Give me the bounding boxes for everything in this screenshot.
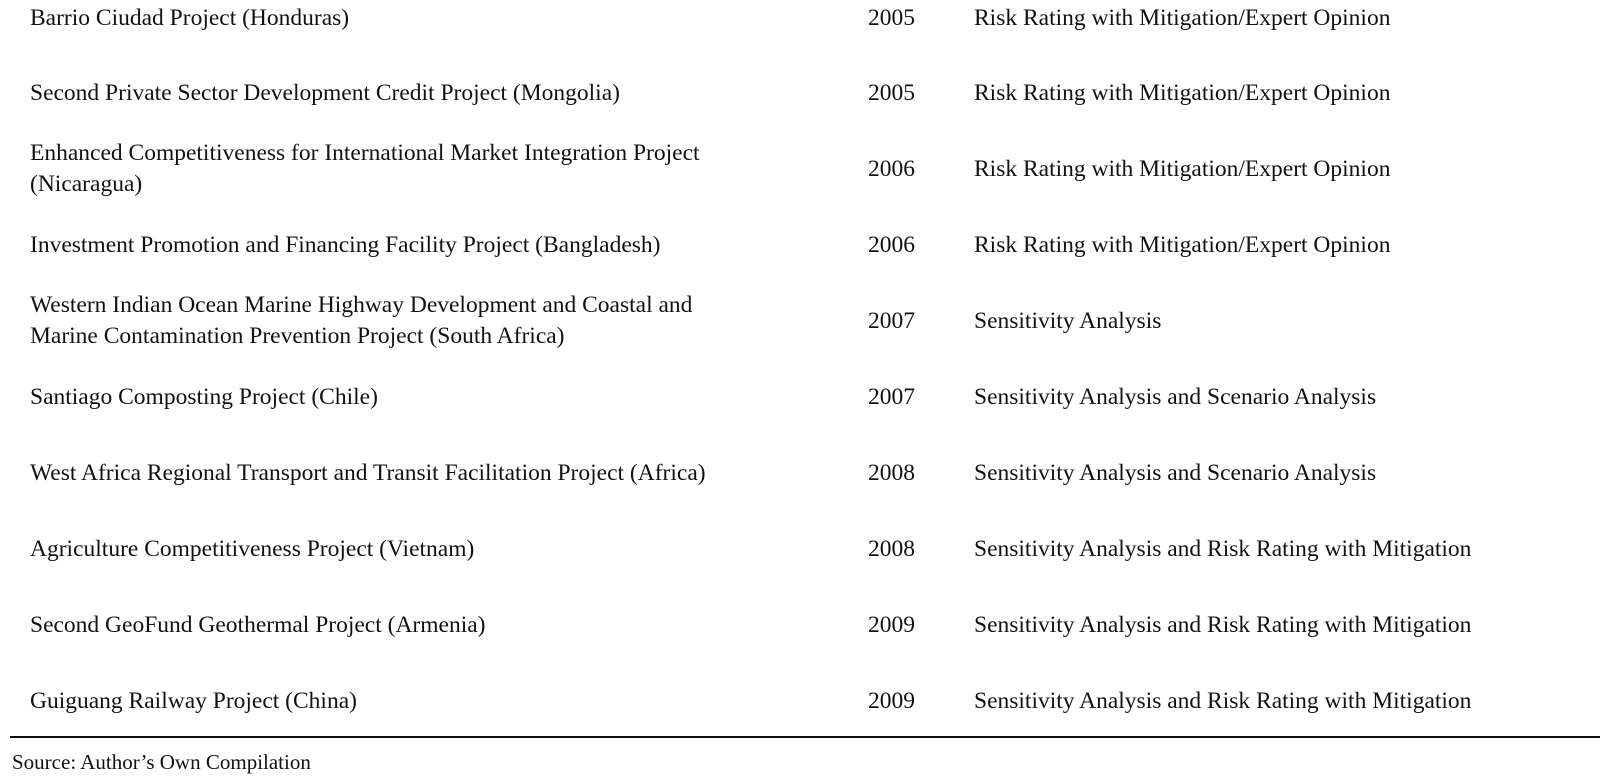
project-name-cell: Santiago Composting Project (Chile) xyxy=(30,383,378,410)
table-row: Enhanced Competitiveness for Internation… xyxy=(0,131,1602,207)
year-cell: 2005 xyxy=(868,4,915,31)
table-row: Investment Promotion and Financing Facil… xyxy=(0,207,1602,283)
year-cell: 2009 xyxy=(868,611,915,638)
method-cell: Sensitivity Analysis and Scenario Analys… xyxy=(974,459,1377,486)
project-name-cell: Enhanced Competitiveness for Internation… xyxy=(30,140,700,197)
year-cell: 2008 xyxy=(868,535,915,562)
table-bottom-rule xyxy=(10,736,1600,738)
project-name-cell: Investment Promotion and Financing Facil… xyxy=(30,231,661,258)
table-row: Western Indian Ocean Marine Highway Deve… xyxy=(0,283,1602,359)
year-cell: 2008 xyxy=(868,459,915,486)
table-row: Second GeoFund Geothermal Project (Armen… xyxy=(0,587,1602,663)
year-cell: 2005 xyxy=(868,79,915,106)
table-row: West Africa Regional Transport and Trans… xyxy=(0,435,1602,511)
method-cell: Sensitivity Analysis xyxy=(974,307,1162,334)
project-name-cell: Second Private Sector Development Credit… xyxy=(30,79,620,106)
project-name-cell: Barrio Ciudad Project (Honduras) xyxy=(30,4,350,31)
method-cell: Sensitivity Analysis and Risk Rating wit… xyxy=(974,687,1472,714)
project-name-cell: Guiguang Railway Project (China) xyxy=(30,687,357,714)
project-name-cell: Second GeoFund Geothermal Project (Armen… xyxy=(30,611,486,638)
table-row: Agriculture Competitiveness Project (Vie… xyxy=(0,511,1602,587)
year-cell: 2006 xyxy=(868,231,915,258)
table-row: Barrio Ciudad Project (Honduras) 2005 Ri… xyxy=(0,0,1602,56)
source-note: Source: Author’s Own Compilation xyxy=(12,750,311,774)
method-cell: Risk Rating with Mitigation/Expert Opini… xyxy=(974,79,1391,106)
method-cell: Sensitivity Analysis and Scenario Analys… xyxy=(974,383,1377,410)
year-cell: 2007 xyxy=(868,307,915,334)
method-cell: Sensitivity Analysis and Risk Rating wit… xyxy=(974,535,1472,562)
table-row: Second Private Sector Development Credit… xyxy=(0,55,1602,131)
method-cell: Risk Rating with Mitigation/Expert Opini… xyxy=(974,231,1391,258)
method-cell: Risk Rating with Mitigation/Expert Opini… xyxy=(974,155,1391,182)
method-cell: Risk Rating with Mitigation/Expert Opini… xyxy=(974,4,1391,31)
year-cell: 2007 xyxy=(868,383,915,410)
project-name-cell: West Africa Regional Transport and Trans… xyxy=(30,459,706,486)
table-row: Guiguang Railway Project (China) 2009 Se… xyxy=(0,663,1602,739)
method-cell: Sensitivity Analysis and Risk Rating wit… xyxy=(974,611,1472,638)
year-cell: 2009 xyxy=(868,687,915,714)
project-name-cell: Western Indian Ocean Marine Highway Deve… xyxy=(30,292,693,349)
project-name-cell: Agriculture Competitiveness Project (Vie… xyxy=(30,535,475,562)
table-row: Santiago Composting Project (Chile) 2007… xyxy=(0,359,1602,435)
year-cell: 2006 xyxy=(868,155,915,182)
